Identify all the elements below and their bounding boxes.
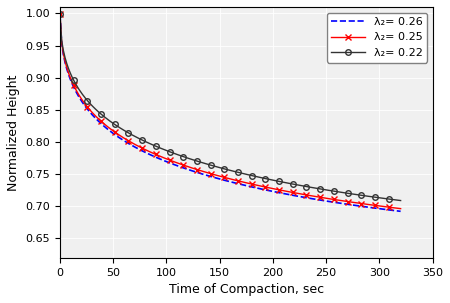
λ₂= 0.26: [398, 209, 403, 213]
λ₂= 0.22: [57, 12, 63, 16]
λ₂= 0.25: [78, 96, 83, 99]
λ₂= 0.26: [121, 138, 126, 142]
Line: λ₂= 0.25: λ₂= 0.25: [57, 12, 403, 211]
λ₂= 0.25: [121, 136, 126, 139]
λ₂= 0.26: [369, 206, 374, 209]
λ₂= 0.26: [71, 85, 76, 89]
λ₂= 0.26: [57, 12, 63, 16]
λ₂= 0.22: [71, 78, 76, 82]
λ₂= 0.22: [78, 90, 83, 94]
Line: λ₂= 0.26: λ₂= 0.26: [60, 14, 400, 211]
λ₂= 0.25: [381, 205, 386, 208]
λ₂= 0.26: [78, 98, 83, 101]
λ₂= 0.22: [369, 195, 374, 198]
λ₂= 0.22: [148, 142, 153, 146]
Y-axis label: Normalized Height: Normalized Height: [7, 74, 20, 191]
λ₂= 0.22: [381, 197, 386, 200]
λ₂= 0.26: [381, 207, 386, 211]
λ₂= 0.26: [148, 153, 153, 157]
λ₂= 0.22: [121, 128, 126, 132]
Line: λ₂= 0.22: λ₂= 0.22: [57, 11, 403, 203]
X-axis label: Time of Compaction, sec: Time of Compaction, sec: [169, 283, 324, 296]
λ₂= 0.25: [369, 203, 374, 207]
λ₂= 0.25: [57, 12, 63, 16]
λ₂= 0.25: [398, 207, 403, 211]
λ₂= 0.22: [398, 199, 403, 202]
Legend: λ₂= 0.26, λ₂= 0.25, λ₂= 0.22: λ₂= 0.26, λ₂= 0.25, λ₂= 0.22: [327, 12, 427, 62]
λ₂= 0.25: [71, 84, 76, 87]
λ₂= 0.25: [148, 150, 153, 154]
